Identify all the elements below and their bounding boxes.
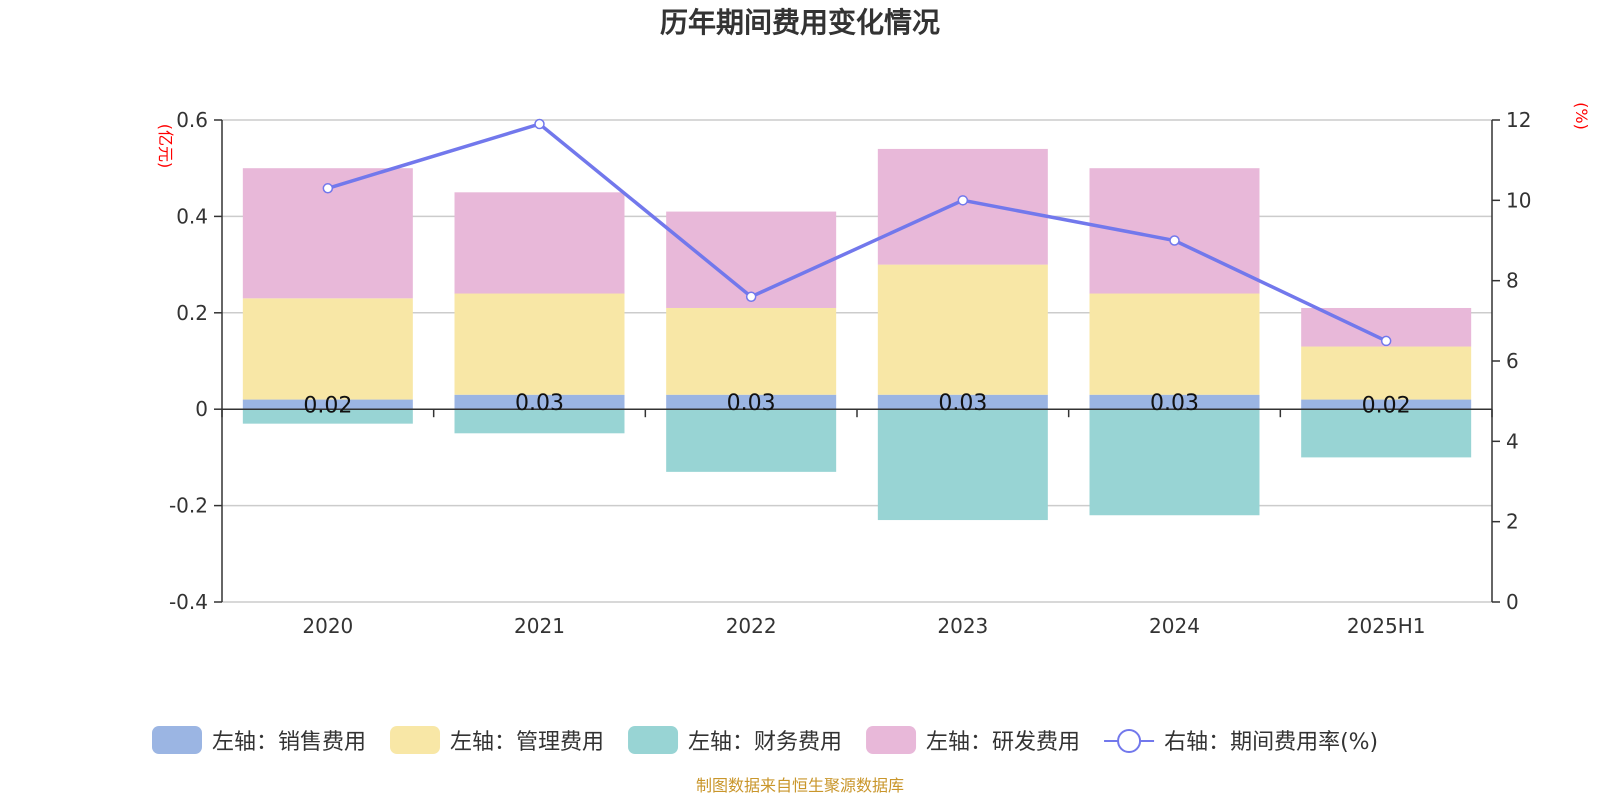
axes: -0.4 -0.2 0 0.2 0.4 0.6 0 2 4 6 8 10 12 2020 2021 2022 2… [169,108,1531,638]
legend-line-marker [1117,729,1142,753]
right-tick-label: 8 [1506,269,1519,293]
bar-data-label: 0.02 [303,393,352,418]
bar-data-label: 0.03 [1150,391,1199,416]
chart-title: 历年期间费用变化情况 [660,6,940,39]
left-axis-unit: (亿元) [156,124,175,169]
right-tick-label: 12 [1506,108,1531,132]
bar [1301,409,1472,458]
legend-swatch [628,726,679,754]
bar-data-label: 0.03 [938,391,987,416]
line-point [745,291,757,302]
x-tick-label: 2020 [302,614,353,638]
x-tick-label: 2022 [726,614,777,638]
bar [1301,346,1472,400]
left-tick-label: 0.4 [176,204,208,228]
x-tick-label: 2023 [937,614,988,638]
right-axis-unit: (%) [1572,102,1591,130]
bar [242,399,413,410]
x-tick-label: 2025H1 [1347,614,1426,638]
right-tick-label: 6 [1506,349,1519,373]
line-point [322,183,334,194]
line-point [534,118,545,130]
legend-swatch [390,726,441,754]
bar-data-label: 0.03 [727,391,776,416]
legend-swatch [152,726,202,754]
gridlines [222,119,1492,603]
bar [1089,293,1260,395]
left-tick-label: 0.2 [176,301,208,325]
bar [666,307,837,395]
bar-data-label: 0.03 [515,391,564,416]
line-point [957,195,969,206]
bar [1089,394,1260,410]
bar [242,409,413,424]
x-tick-label: 2021 [514,614,565,638]
left-tick-label: 0 [195,397,208,421]
bar [666,409,837,472]
right-tick-label: 4 [1506,429,1519,453]
left-tick-label: 0.6 [176,108,208,132]
bar [877,148,1048,265]
bar [454,394,625,410]
bar [877,409,1048,521]
bar-labels: 0.02 0.03 0.03 0.03 0.03 0.02 [303,391,1410,418]
bar [454,293,625,395]
bar [1089,409,1260,516]
legend-label: 左轴：财务费用 [688,730,842,755]
bar-series [242,148,1472,521]
bar [454,409,625,434]
line-point [1380,335,1392,347]
bar [242,298,413,400]
legend-label: 左轴：研发费用 [926,730,1080,755]
source-note: 制图数据来自恒生聚源数据库 [696,776,904,795]
legend-label: 右轴：期间费用率(%) [1164,730,1378,755]
legend: 左轴：销售费用 左轴：管理费用 左轴：财务费用 左轴：研发费用 右轴：期间费用率(%) [152,726,1378,755]
right-tick-label: 0 [1506,590,1519,614]
line-point [1169,235,1180,246]
bar [877,264,1048,395]
bar-data-label: 0.02 [1362,393,1411,418]
right-tick-label: 2 [1506,510,1519,534]
left-tick-label: -0.4 [169,590,208,614]
bar [1301,399,1472,410]
legend-label: 左轴：销售费用 [212,730,366,755]
right-tick-label: 10 [1506,188,1531,212]
bar [877,394,1048,410]
x-tick-label: 2024 [1149,614,1200,638]
left-tick-label: -0.2 [169,494,208,518]
rate-line [327,122,1387,343]
bar [454,192,625,294]
legend-swatch [866,726,917,754]
legend-label: 左轴：管理费用 [450,730,604,755]
bar [666,394,837,410]
rate-line-series [322,118,1392,347]
